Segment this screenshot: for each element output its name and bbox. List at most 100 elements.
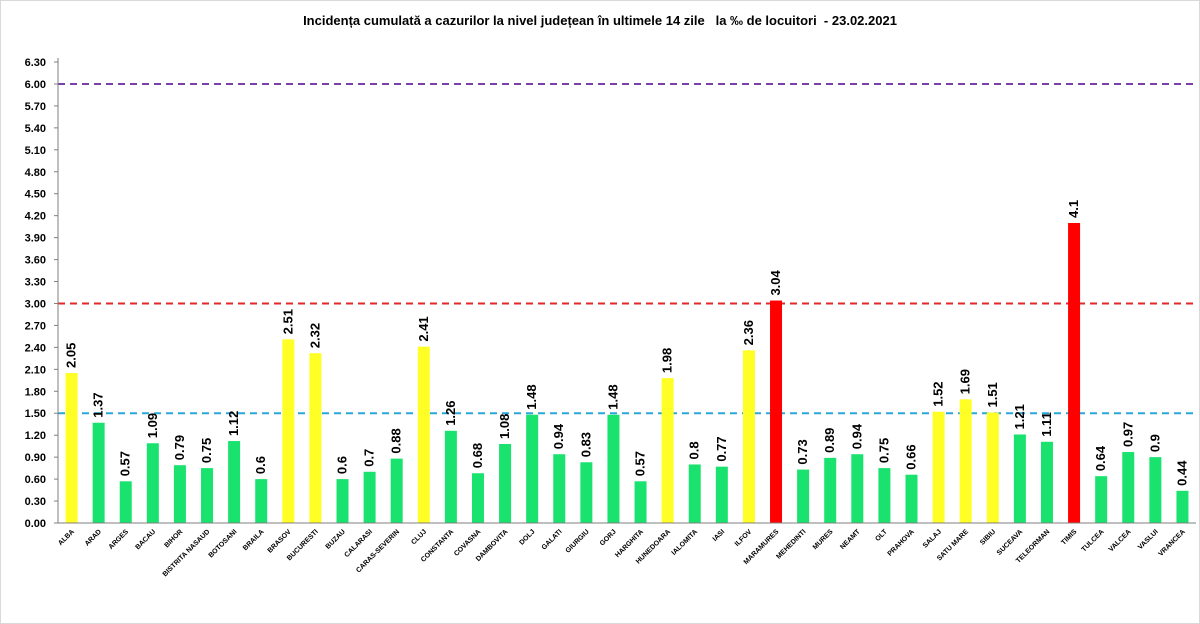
bar: [363, 471, 376, 523]
data-label: 0.83: [578, 432, 593, 457]
y-tick-label: 1.20: [25, 430, 46, 442]
y-tick-label: 2.10: [25, 364, 46, 376]
category-label: BUZAU: [325, 528, 347, 550]
category-label: BISTRITA NASAUD: [162, 528, 212, 578]
bar: [553, 454, 566, 523]
data-label: 1.48: [524, 384, 539, 409]
bar: [1013, 434, 1026, 523]
bar: [471, 473, 484, 523]
bar: [932, 411, 945, 523]
category-label: MURES: [812, 528, 835, 551]
bar: [1068, 222, 1081, 523]
category-label: BACAU: [134, 528, 157, 551]
data-label: 0.6: [253, 456, 268, 474]
bar: [1040, 441, 1053, 523]
y-tick-label: 3.30: [25, 277, 46, 289]
data-label: 0.75: [876, 438, 891, 463]
category-label: BRASOV: [267, 528, 293, 554]
bar: [1149, 457, 1162, 523]
category-label: GORJ: [599, 528, 618, 547]
y-tick-label: 5.10: [25, 145, 46, 157]
y-tick-label: 1.50: [25, 408, 46, 420]
data-label: 0.66: [904, 444, 919, 469]
bar: [770, 300, 783, 523]
bar: [228, 441, 241, 523]
data-label: 0.79: [172, 435, 187, 460]
y-tick-label: 3.00: [25, 298, 46, 310]
bar: [282, 339, 295, 523]
bar: [526, 414, 539, 523]
data-label: 2.41: [416, 316, 431, 341]
data-label: 0.7: [362, 449, 377, 467]
y-tick-label: 6.30: [25, 57, 46, 69]
y-tick-label: 0.60: [25, 474, 46, 486]
data-label: 1.69: [958, 369, 973, 394]
category-label: ILFOV: [734, 528, 754, 548]
category-label: COVASNA: [453, 528, 482, 557]
y-tick-label: 2.70: [25, 320, 46, 332]
data-label: 0.44: [1174, 460, 1189, 486]
category-label: SUCEAVA: [996, 528, 1024, 556]
y-tick-label: 4.50: [25, 189, 46, 201]
data-label: 1.37: [91, 392, 106, 417]
bar: [824, 457, 837, 523]
bar: [201, 468, 214, 523]
bar: [417, 346, 430, 523]
bars: [65, 222, 1189, 523]
category-label: NEAMT: [839, 528, 862, 551]
data-label: 0.75: [199, 438, 214, 463]
bar: [986, 412, 999, 523]
y-tick-label: 0.90: [25, 452, 46, 464]
bar: [715, 466, 728, 523]
bar: [390, 458, 403, 523]
data-label: 0.68: [470, 443, 485, 468]
bar: [851, 454, 864, 523]
bar: [1095, 476, 1108, 523]
data-label: 1.11: [1039, 412, 1054, 437]
data-label: 1.26: [443, 400, 458, 425]
data-label: 3.04: [768, 269, 783, 295]
bar: [499, 443, 512, 523]
data-label: 1.48: [605, 384, 620, 409]
bar: [661, 378, 674, 523]
category-label: SIBIU: [979, 528, 997, 546]
category-label: OLT: [874, 528, 889, 543]
bar: [959, 399, 972, 523]
data-label: 0.57: [633, 451, 648, 476]
data-label: 0.94: [551, 423, 566, 449]
bar: [336, 479, 349, 523]
data-label: 1.98: [660, 348, 675, 373]
data-label: 4.1: [1066, 200, 1081, 218]
data-label: 0.88: [389, 428, 404, 453]
category-label: VASLUI: [1137, 528, 1160, 551]
y-tick-labels: 0.00 0.30 0.60 0.90 1.20 1.50 1.80 2.10 2.40 2.70…: [25, 57, 46, 530]
category-label: IALOMITA: [671, 528, 700, 557]
data-label: 0.8: [687, 441, 702, 459]
data-label: 1.52: [931, 381, 946, 406]
threshold-lines: [58, 82, 1196, 415]
category-label: DOLJ: [518, 528, 536, 546]
category-label: ARAD: [84, 528, 103, 547]
y-tick-label: 2.40: [25, 342, 46, 354]
bar: [65, 372, 78, 523]
y-tick-label: 6.00: [25, 79, 46, 91]
bar: [1176, 490, 1189, 523]
category-label: ARGES: [108, 528, 131, 551]
data-label: 0.89: [822, 428, 837, 453]
y-tick-label: 3.90: [25, 233, 46, 245]
bar: [580, 462, 593, 523]
data-label: 1.09: [145, 413, 160, 438]
data-label: 0.73: [795, 439, 810, 464]
data-label: 0.64: [1093, 445, 1108, 471]
bar: [688, 464, 701, 523]
category-label: GALATI: [541, 528, 564, 551]
bar: [878, 468, 891, 523]
bar: [905, 474, 918, 523]
category-label: CLUJ: [410, 528, 428, 546]
category-label: IASI: [712, 528, 727, 543]
y-tick-label: 5.70: [25, 101, 46, 113]
bar: [797, 469, 810, 523]
bar: [146, 443, 159, 523]
data-label: 0.97: [1120, 422, 1135, 447]
